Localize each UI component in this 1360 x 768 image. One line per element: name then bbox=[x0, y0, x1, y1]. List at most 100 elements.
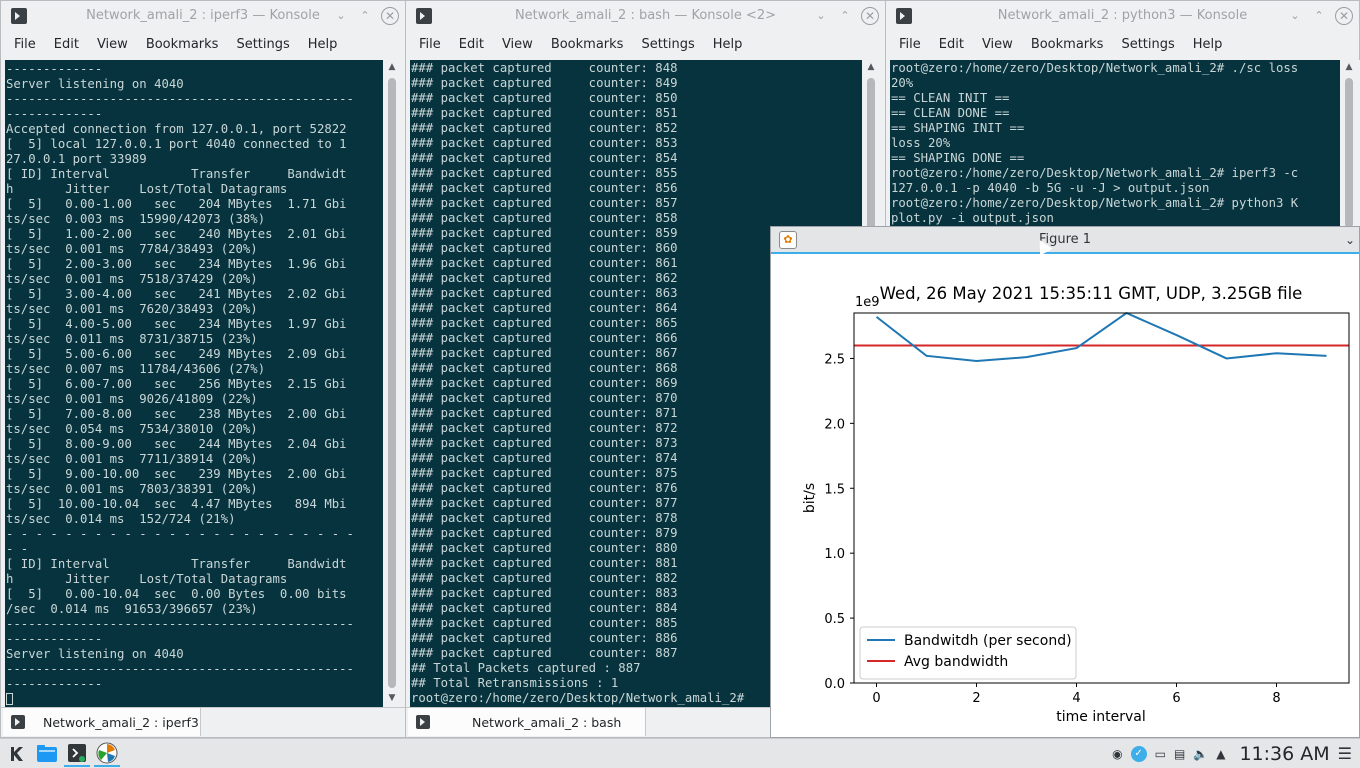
menu-view[interactable]: View bbox=[96, 37, 128, 52]
chart-title: Wed, 26 May 2021 15:35:11 GMT, UDP, 3.25… bbox=[880, 284, 1303, 303]
menu-help[interactable]: Help bbox=[307, 37, 338, 52]
terminal-line: Server listening on 4040 bbox=[6, 77, 184, 91]
maximize-icon[interactable]: ⌃ bbox=[360, 9, 370, 22]
x-tick-label: 4 bbox=[1072, 691, 1080, 706]
terminal-line: == CLEAN INIT == bbox=[891, 91, 1010, 105]
hamburger-menu-icon[interactable]: ☰ bbox=[1337, 744, 1352, 763]
terminal-line: ### packet captured counter: 850 bbox=[411, 91, 678, 105]
titlebar[interactable]: Network_amali_2 : bash — Konsole <2> ⌄ ⌃… bbox=[406, 1, 885, 30]
x-tick-label: 0 bbox=[872, 691, 880, 706]
menu-file[interactable]: File bbox=[14, 37, 36, 52]
scrollbar-thumb[interactable] bbox=[388, 78, 396, 688]
menu-file[interactable]: File bbox=[419, 37, 441, 52]
terminal-line: [ ID] Interval Transfer Bandwidt bbox=[6, 167, 347, 181]
menu-settings[interactable]: Settings bbox=[641, 37, 695, 52]
terminal-line: ### packet captured counter: 886 bbox=[411, 631, 678, 645]
chevron-down-icon[interactable]: ⌄ bbox=[1344, 232, 1355, 247]
terminal-line: ### packet captured counter: 877 bbox=[411, 496, 678, 510]
menu-bookmarks[interactable]: Bookmarks bbox=[145, 37, 219, 52]
legend: Bandwitdh (per second) Avg bandwidth bbox=[859, 626, 1077, 680]
menu-edit[interactable]: Edit bbox=[458, 37, 484, 52]
terminal-line: [ 5] 10.00-10.04 sec 4.47 MBytes 894 Mbi bbox=[6, 497, 347, 511]
maximize-icon[interactable]: ⌃ bbox=[840, 9, 850, 22]
clock[interactable]: 11:36 AM bbox=[1239, 742, 1330, 765]
tab-bar: Network_amali_2 : iperf3 bbox=[1, 707, 405, 737]
plot-canvas: Wed, 26 May 2021 15:35:11 GMT, UDP, 3.25… bbox=[802, 284, 1350, 725]
terminal-line: ts/sec 0.001 ms 7711/38914 (20%) bbox=[6, 452, 258, 466]
menu-bookmarks[interactable]: Bookmarks bbox=[1030, 37, 1104, 52]
terminal-line: ## Total Packets captured : 887 bbox=[411, 661, 641, 675]
minimize-icon[interactable]: ⌄ bbox=[816, 9, 826, 22]
terminal-line: Server listening on 4040 bbox=[6, 647, 184, 661]
menu-settings[interactable]: Settings bbox=[236, 37, 290, 52]
terminal-line: ------------- bbox=[6, 62, 103, 76]
x-tick-label: 8 bbox=[1272, 691, 1280, 706]
terminal-line: ### packet captured counter: 853 bbox=[411, 136, 678, 150]
terminal-line: [ 5] 8.00-9.00 sec 244 MBytes 2.04 Gbi bbox=[6, 437, 347, 451]
scroll-up-icon[interactable]: ▲ bbox=[1345, 62, 1353, 72]
konsole-icon[interactable] bbox=[64, 741, 90, 767]
network-icon[interactable]: ◉ bbox=[1112, 746, 1123, 761]
scroll-down-icon[interactable]: ▼ bbox=[388, 693, 396, 703]
menu-view[interactable]: View bbox=[981, 37, 1013, 52]
terminal-line: ### packet captured counter: 887 bbox=[411, 646, 678, 660]
terminal-line: ### packet captured counter: 858 bbox=[411, 211, 678, 225]
terminal-line: [ 5] 9.00-10.00 sec 239 MBytes 2.00 Gbi bbox=[6, 467, 347, 481]
terminal-line: [ 5] 1.00-2.00 sec 240 MBytes 2.01 Gbi bbox=[6, 227, 347, 241]
info-icon[interactable]: ✓ bbox=[1130, 745, 1147, 762]
terminal-line: ### packet captured counter: 882 bbox=[411, 571, 678, 585]
tab-iperf3[interactable]: Network_amali_2 : iperf3 bbox=[3, 708, 201, 736]
menu-edit[interactable]: Edit bbox=[53, 37, 79, 52]
terminal-line: ### packet captured counter: 873 bbox=[411, 436, 678, 450]
terminal-line: ### packet captured counter: 852 bbox=[411, 121, 678, 135]
menu-help[interactable]: Help bbox=[712, 37, 743, 52]
application-menu-icon[interactable] bbox=[4, 741, 30, 767]
close-icon[interactable]: ✕ bbox=[1335, 6, 1353, 25]
terminal-line: ### packet captured counter: 864 bbox=[411, 301, 678, 315]
tab-bash[interactable]: Network_amali_2 : bash bbox=[408, 708, 646, 736]
terminal-line: ### packet captured counter: 867 bbox=[411, 346, 678, 360]
maximize-icon[interactable]: ⌃ bbox=[1314, 9, 1324, 22]
expand-tray-icon[interactable]: ▲ bbox=[1216, 746, 1226, 761]
terminal-line: root@zero:/home/zero/Desktop/Network_ama… bbox=[891, 61, 1299, 75]
taskbar: ◉ ✓ ▭ ▤ 🔈 ▲ 11:36 AM ☰ bbox=[0, 738, 1360, 768]
bandwidth-series-line bbox=[875, 311, 1327, 363]
terminal-line: root@zero:/home/zero/Desktop/Network_ama… bbox=[411, 691, 745, 705]
file-manager-icon[interactable] bbox=[34, 741, 60, 767]
menu-settings[interactable]: Settings bbox=[1121, 37, 1175, 52]
scrollbar-thumb[interactable] bbox=[1345, 78, 1353, 228]
minimize-icon[interactable]: ⌄ bbox=[336, 9, 346, 22]
menu-view[interactable]: View bbox=[501, 37, 533, 52]
figure-titlebar[interactable]: ✿ Figure 1 ⌄ bbox=[771, 227, 1359, 254]
terminal-line: ## Total Retransmissions : 1 bbox=[411, 676, 619, 690]
matplotlib-icon[interactable] bbox=[94, 741, 120, 767]
titlebar[interactable]: Network_amali_2 : python3 — Konsole ⌄ ⌃ … bbox=[886, 1, 1359, 30]
menu-file[interactable]: File bbox=[899, 37, 921, 52]
terminal-line: ### packet captured counter: 863 bbox=[411, 286, 678, 300]
terminal-line: ------------- bbox=[6, 632, 103, 646]
display-icon[interactable]: ▭ bbox=[1154, 746, 1166, 761]
x-axis-label: time interval bbox=[1056, 709, 1145, 725]
scroll-up-icon[interactable]: ▲ bbox=[867, 62, 875, 72]
titlebar[interactable]: Network_amali_2 : iperf3 — Konsole ⌄ ⌃ ✕ bbox=[1, 1, 405, 30]
terminal-line: ### packet captured counter: 872 bbox=[411, 421, 678, 435]
volume-icon[interactable]: 🔈 bbox=[1193, 746, 1209, 761]
scrollbar[interactable]: ▲ ▼ bbox=[383, 60, 403, 707]
plot-frame bbox=[853, 312, 1350, 684]
y-axis-label: bit/s bbox=[802, 483, 818, 513]
terminal-line: 127.0.0.1 -p 4040 -b 5G -u -J > output.j… bbox=[891, 181, 1210, 195]
terminal-line: ### packet captured counter: 880 bbox=[411, 541, 678, 555]
minimize-icon[interactable]: ⌄ bbox=[1290, 9, 1300, 22]
clipboard-icon[interactable]: ▤ bbox=[1173, 746, 1186, 761]
menu-edit[interactable]: Edit bbox=[938, 37, 964, 52]
menu-help[interactable]: Help bbox=[1192, 37, 1223, 52]
terminal-output[interactable]: ------------- Server listening on 4040 ---… bbox=[5, 60, 383, 707]
close-icon[interactable]: ✕ bbox=[861, 6, 879, 25]
y-tick-label: 0.5 bbox=[824, 612, 845, 627]
y-offset-label: 1e9 bbox=[855, 295, 880, 310]
close-icon[interactable]: ✕ bbox=[381, 6, 399, 25]
menu-bookmarks[interactable]: Bookmarks bbox=[550, 37, 624, 52]
terminal-line: ts/sec 0.001 ms 7518/37429 (20%) bbox=[6, 272, 258, 286]
terminal-cursor bbox=[6, 692, 383, 707]
scroll-up-icon[interactable]: ▲ bbox=[388, 62, 396, 72]
